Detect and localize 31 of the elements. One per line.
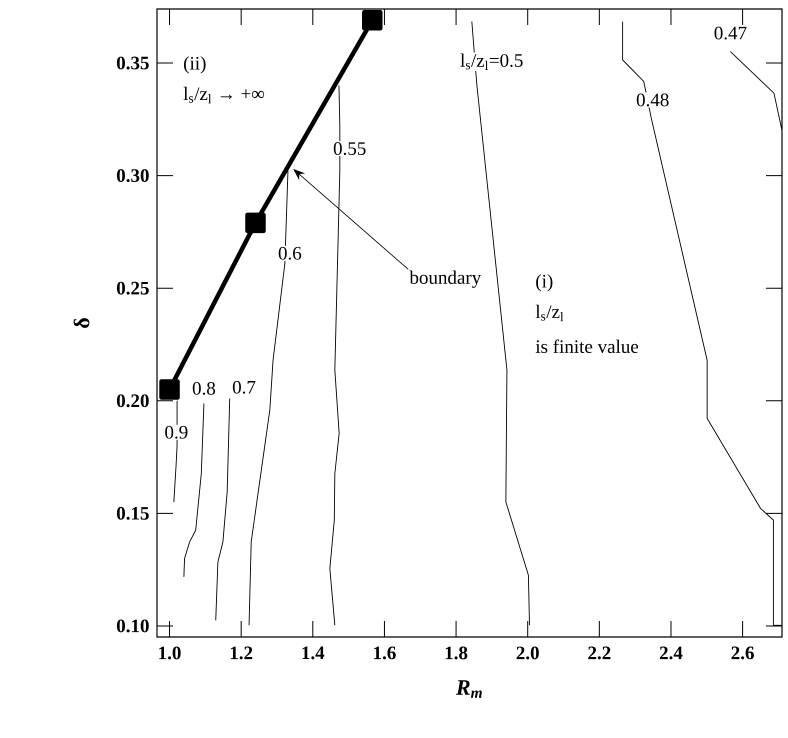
- x-tick-label: 1.0: [159, 646, 181, 660]
- y-tick-label: 0.30: [116, 169, 149, 182]
- x-tick-label: 2.6: [732, 646, 754, 660]
- annotation: 0.8: [192, 382, 216, 395]
- annotation: boundary: [409, 270, 482, 288]
- y-tick-label: 0.10: [116, 620, 149, 632]
- x-tick-label: 1.8: [446, 646, 468, 660]
- x-tick-label: 1.4: [302, 646, 324, 660]
- annotation: 0.48: [636, 94, 669, 106]
- x-tick-label: 1.6: [374, 646, 396, 660]
- x-tick-label: 2.0: [516, 646, 539, 660]
- annotation: 0.7: [232, 380, 256, 394]
- annotation: l$_{s}$/z$_{l}$ → +∞: [184, 86, 264, 104]
- y-tick-label: 0.15: [116, 506, 149, 520]
- x-tick-label: 2.2: [588, 646, 610, 660]
- y-tick-label: 0.20: [116, 394, 149, 408]
- annotation: is finite value: [536, 339, 638, 354]
- x-tick-label: 1.2: [230, 646, 252, 660]
- annotation: l$_{s}$/z$_{l}$=0.5: [460, 54, 523, 70]
- y-tick-label: 0.25: [116, 282, 149, 295]
- annotation: 0.47: [714, 26, 747, 40]
- y-tick-label: 0.35: [116, 56, 149, 70]
- annotation: l$_{s}$/z$_{l}$: [536, 304, 564, 322]
- x-tick-label: 2.4: [660, 646, 682, 660]
- annotation: 0.9: [165, 426, 188, 439]
- y-axis-title: δ: [74, 318, 90, 328]
- annotation: 0.55: [334, 142, 366, 156]
- annotation: (i): [536, 274, 552, 292]
- annotation: 0.6: [278, 246, 302, 260]
- annotation: (ii): [184, 56, 206, 74]
- x-axis-title: R$_{m}$: [456, 680, 482, 698]
